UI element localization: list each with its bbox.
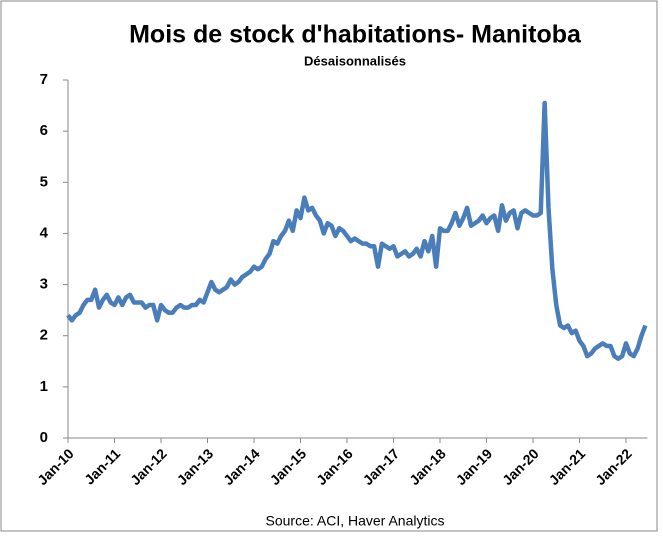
frame [0,0,658,532]
chart-subtitle: Désaisonnalisés [304,53,406,68]
y-tick-label: 2 [40,327,48,344]
y-tick-label: 4 [40,224,49,241]
y-tick-label: 7 [40,71,48,88]
data-line [66,100,648,361]
y-tick-label: 3 [40,276,48,293]
source: Source: ACI, Haver Analytics [266,513,445,529]
y-tick-label: 1 [40,378,48,395]
chart-title: Mois de stock d'habitations- Manitoba [129,21,582,49]
y-tick-label: 6 [40,122,48,139]
y-tick-label: 0 [40,429,48,446]
y-tick-label: 5 [40,173,48,190]
